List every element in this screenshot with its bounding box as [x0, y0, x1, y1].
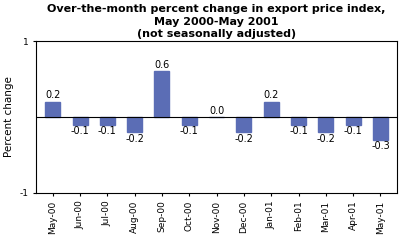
- Bar: [373, 117, 388, 140]
- Text: 0.0: 0.0: [209, 105, 224, 115]
- Bar: [237, 117, 251, 132]
- Text: 0.6: 0.6: [154, 60, 170, 70]
- Text: -0.2: -0.2: [235, 134, 253, 144]
- Bar: [346, 117, 360, 125]
- Bar: [291, 117, 306, 125]
- Text: -0.1: -0.1: [180, 126, 198, 136]
- Title: Over-the-month percent change in export price index,
May 2000-May 2001
(not seas: Over-the-month percent change in export …: [47, 4, 386, 39]
- Text: -0.3: -0.3: [371, 141, 390, 151]
- Bar: [45, 102, 60, 117]
- Bar: [154, 71, 170, 117]
- Text: 0.2: 0.2: [263, 90, 279, 100]
- Bar: [73, 117, 87, 125]
- Text: -0.2: -0.2: [316, 134, 335, 144]
- Bar: [264, 102, 279, 117]
- Bar: [318, 117, 333, 132]
- Text: -0.1: -0.1: [289, 126, 308, 136]
- Bar: [127, 117, 142, 132]
- Y-axis label: Percent change: Percent change: [4, 77, 14, 158]
- Bar: [100, 117, 115, 125]
- Text: -0.1: -0.1: [71, 126, 89, 136]
- Text: -0.1: -0.1: [344, 126, 363, 136]
- Bar: [182, 117, 197, 125]
- Text: -0.2: -0.2: [125, 134, 144, 144]
- Text: 0.2: 0.2: [45, 90, 61, 100]
- Text: -0.1: -0.1: [98, 126, 117, 136]
